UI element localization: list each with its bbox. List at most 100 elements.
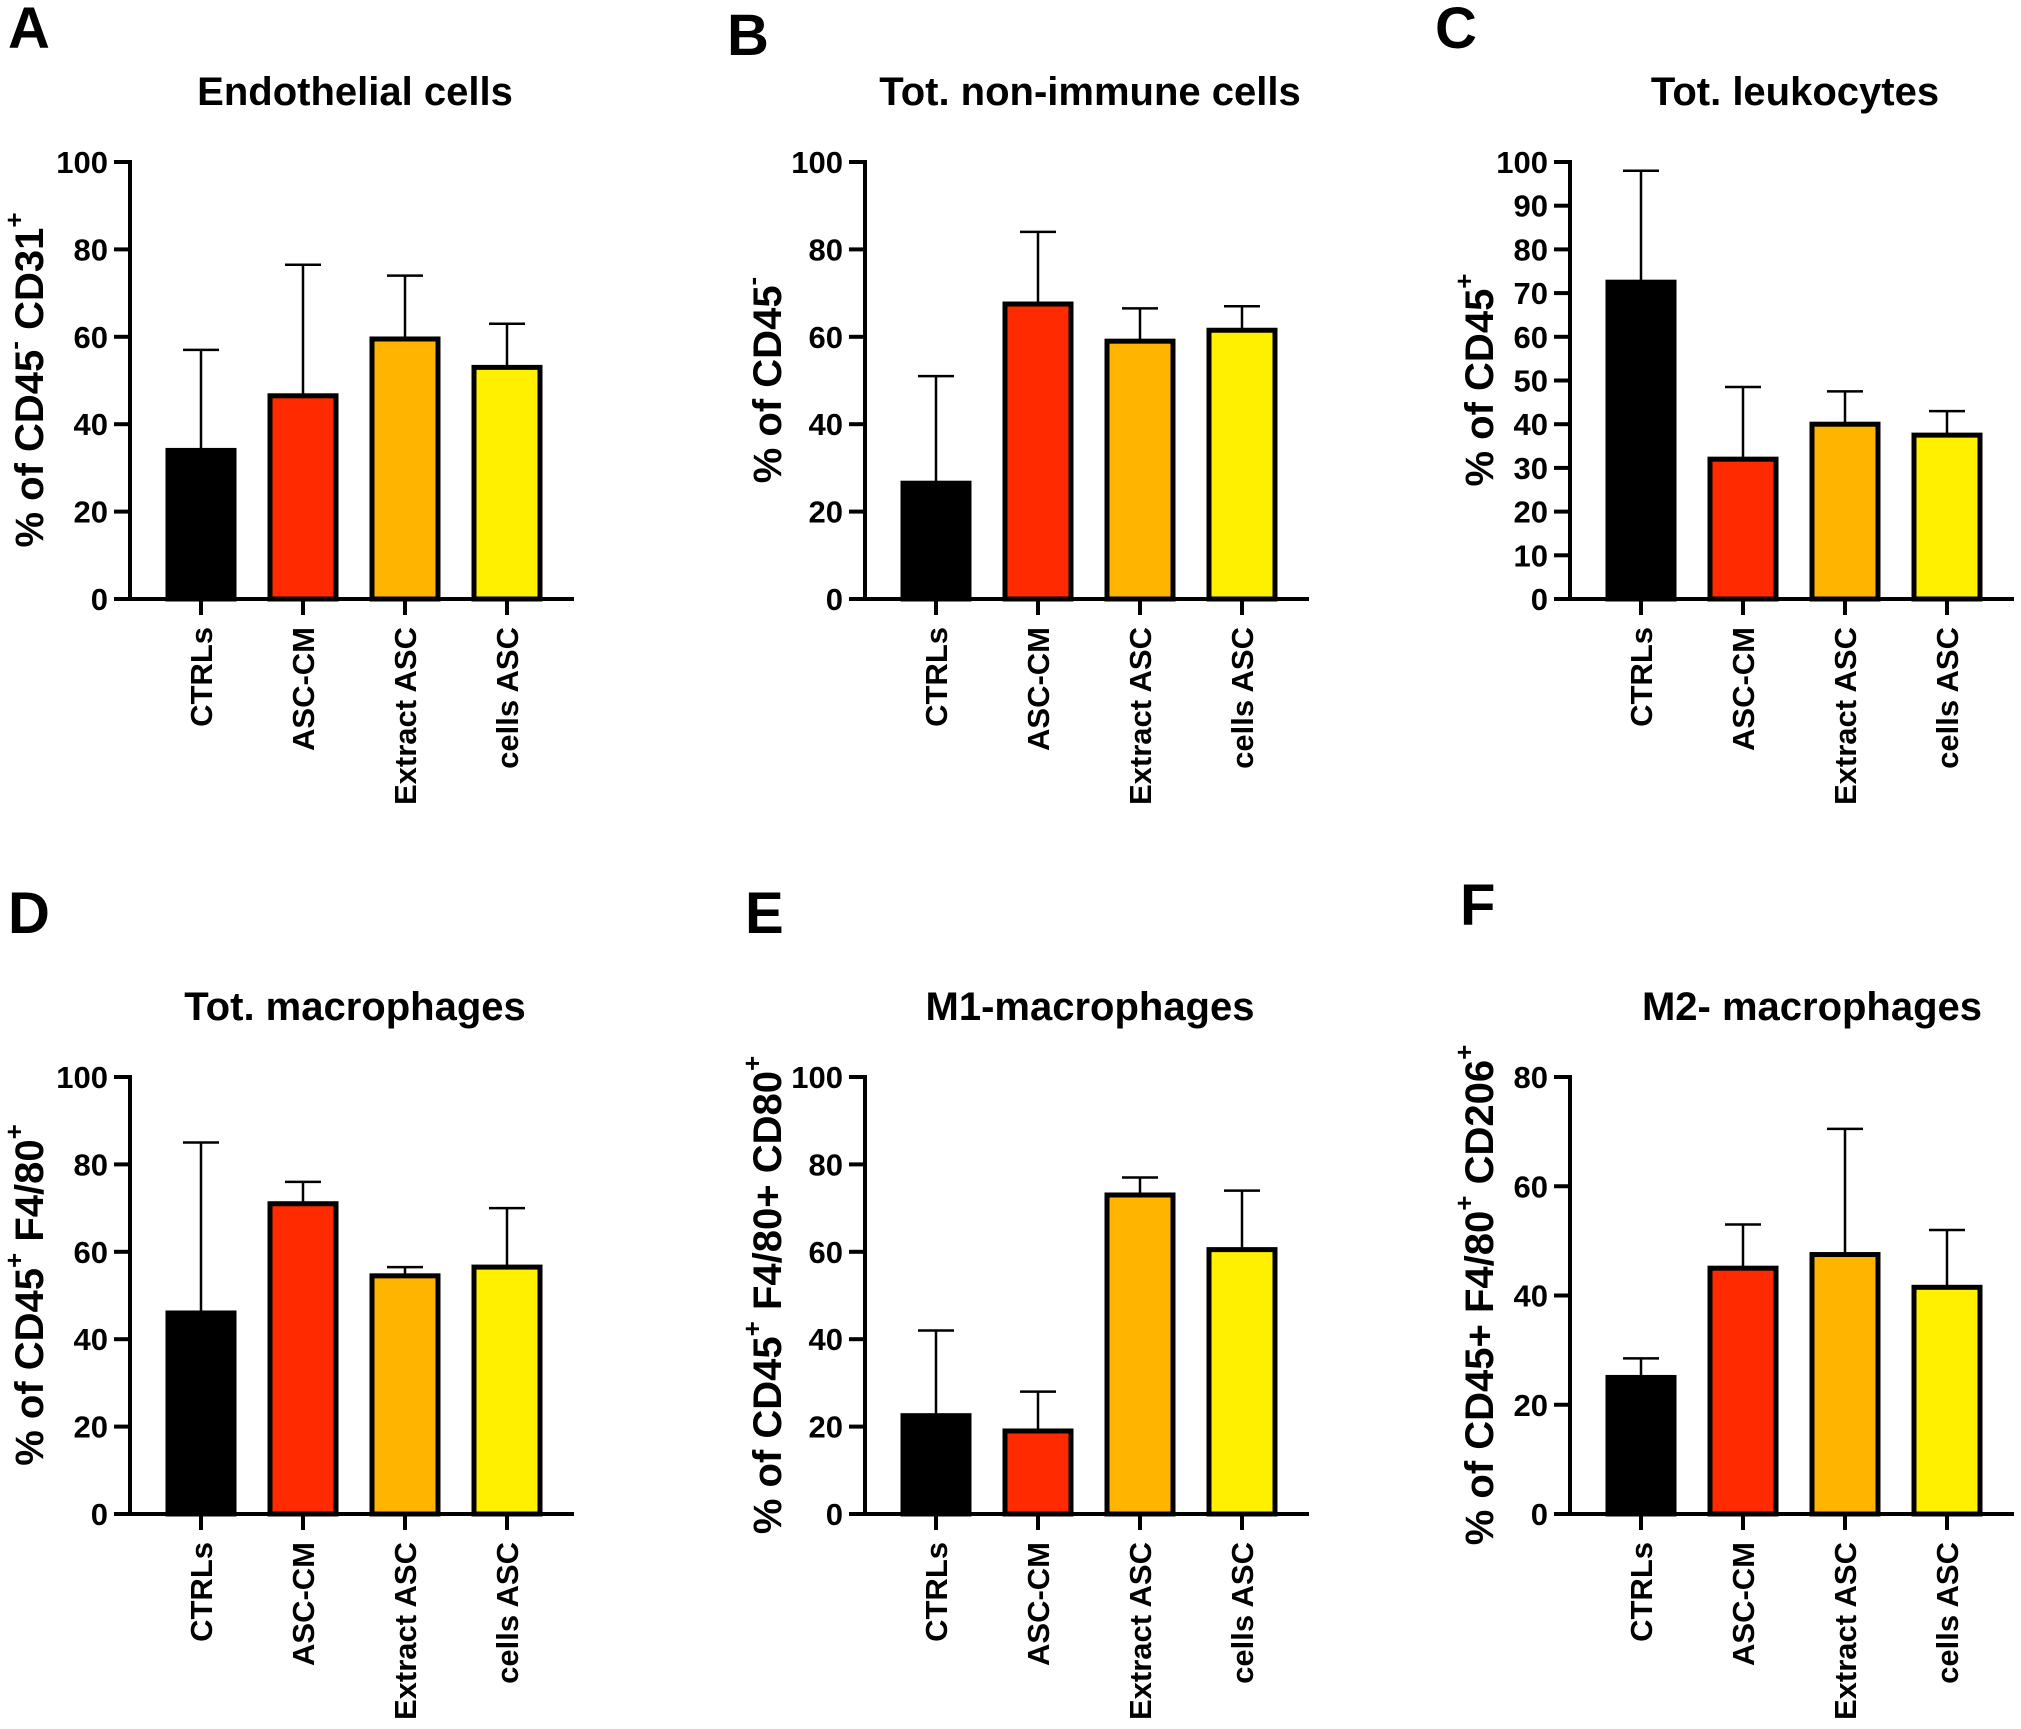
- bar-cells-asc: [1206, 327, 1278, 602]
- y-axis-label: % of CD45+ F4/80+ CD206+: [1449, 1045, 1502, 1546]
- panel-f: F M2- macrophages 0 20 40 60 80 CTRLs ASC-CM Extr…: [1449, 873, 2014, 1720]
- category-label: Extract ASC: [388, 1542, 423, 1720]
- category-label: ASC-CM: [1021, 627, 1056, 751]
- bar-extract-asc: [1809, 421, 1881, 602]
- y-tick-label: 100: [791, 1060, 843, 1095]
- category-label: Extract ASC: [1123, 627, 1158, 805]
- y-tick-label: 60: [809, 320, 843, 355]
- y-tick-label: 20: [74, 1410, 108, 1445]
- y-axis-label: % of CD45+ F4/80+ CD80+: [737, 1056, 790, 1534]
- y-tick-label: 80: [1514, 232, 1548, 267]
- category-label: cells ASC: [1225, 627, 1260, 769]
- category-label: CTRLs: [184, 627, 219, 727]
- y-tick-label: 0: [1531, 582, 1548, 617]
- y-tick-label: 40: [1514, 1279, 1548, 1314]
- chart-title: Tot. non-immune cells: [879, 70, 1301, 114]
- category-label: CTRLs: [919, 627, 954, 727]
- y-axis-label: % of CD45+: [1449, 274, 1502, 487]
- category-label: Extract ASC: [1123, 1542, 1158, 1720]
- bar-ctrls: [1605, 1374, 1677, 1517]
- bar-ctrls: [1605, 279, 1677, 602]
- panel-letter: A: [8, 0, 50, 61]
- y-tick-label: 60: [1514, 1169, 1548, 1204]
- bar-cells-asc: [1911, 1284, 1983, 1517]
- panel-a: A Endothelial cells 0 20 40 60 80 100 CTRLs ASC-C…: [0, 0, 574, 805]
- category-label: cells ASC: [1930, 1542, 1965, 1684]
- chart-title: Tot. macrophages: [184, 985, 526, 1029]
- chart-title: Endothelial cells: [197, 70, 513, 114]
- bar-extract-asc: [369, 1273, 441, 1517]
- category-label: ASC-CM: [1726, 1542, 1761, 1666]
- bar-ctrls: [900, 480, 972, 602]
- y-tick-label: 100: [56, 145, 108, 180]
- y-tick-label: 0: [826, 582, 843, 617]
- y-tick-label: 100: [56, 1060, 108, 1095]
- y-tick-label: 60: [74, 1235, 108, 1270]
- bar-extract-asc: [1809, 1252, 1881, 1517]
- y-tick-label: 20: [1514, 1388, 1548, 1423]
- bar-asc-cm: [1002, 301, 1074, 602]
- category-label: ASC-CM: [1021, 1542, 1056, 1666]
- y-tick-label: 20: [1514, 495, 1548, 530]
- y-tick-label: 80: [74, 232, 108, 267]
- category-label: Extract ASC: [1828, 627, 1863, 805]
- y-tick-label: 80: [1514, 1060, 1548, 1095]
- y-tick-label: 40: [1514, 407, 1548, 442]
- panel-letter: F: [1460, 873, 1495, 938]
- y-tick-label: 60: [74, 320, 108, 355]
- category-label: Extract ASC: [1828, 1542, 1863, 1720]
- panel-e: E M1-macrophages 0 20 40 60 80 100 CTRLs ASC-CM Ex…: [737, 881, 1309, 1720]
- chart-title: M2- macrophages: [1642, 985, 1982, 1029]
- bar-cells-asc: [471, 1264, 543, 1517]
- bar-asc-cm: [267, 1201, 339, 1517]
- bar-cells-asc: [1911, 432, 1983, 602]
- chart-title: Tot. leukocytes: [1651, 70, 1939, 114]
- y-axis-label: % of CD45-: [737, 277, 790, 483]
- y-tick-label: 40: [809, 407, 843, 442]
- y-tick-label: 100: [791, 145, 843, 180]
- y-tick-label: 100: [1496, 145, 1548, 180]
- y-tick-label: 20: [74, 495, 108, 530]
- bar-ctrls: [900, 1413, 972, 1517]
- category-label: ASC-CM: [286, 627, 321, 751]
- bar-extract-asc: [1104, 1192, 1176, 1517]
- y-tick-label: 40: [809, 1322, 843, 1357]
- category-label: cells ASC: [1930, 627, 1965, 769]
- category-label: cells ASC: [490, 1542, 525, 1684]
- category-label: CTRLs: [1624, 1542, 1659, 1642]
- category-label: cells ASC: [490, 627, 525, 769]
- bar-asc-cm: [1707, 1265, 1779, 1517]
- y-axis-label: % of CD45+ F4/80+: [0, 1124, 52, 1466]
- bar-extract-asc: [369, 336, 441, 602]
- category-label: cells ASC: [1225, 1542, 1260, 1684]
- y-axis-label: % of CD45- CD31+: [0, 212, 52, 547]
- bar-cells-asc: [471, 364, 543, 602]
- panel-letter: E: [745, 881, 784, 946]
- bar-extract-asc: [1104, 338, 1176, 602]
- y-tick-label: 60: [1514, 320, 1548, 355]
- category-label: CTRLs: [184, 1542, 219, 1642]
- panel-b: B Tot. non-immune cells 0 20 40 60 80 100 CTRLs A…: [727, 3, 1309, 805]
- y-tick-label: 80: [809, 1147, 843, 1182]
- bar-asc-cm: [267, 393, 339, 602]
- y-tick-label: 0: [1531, 1497, 1548, 1532]
- y-tick-label: 40: [74, 407, 108, 442]
- y-tick-label: 0: [91, 1497, 108, 1532]
- y-tick-label: 0: [826, 1497, 843, 1532]
- panel-c: C Tot. leukocytes 0 10 20 30 40 50 60 70 80 90 100 CT…: [1435, 0, 2014, 805]
- panel-letter: B: [727, 3, 769, 68]
- panel-letter: D: [8, 881, 50, 946]
- category-label: ASC-CM: [1726, 627, 1761, 751]
- y-tick-label: 20: [809, 1410, 843, 1445]
- y-tick-label: 90: [1514, 189, 1548, 224]
- chart-title: M1-macrophages: [926, 985, 1255, 1029]
- y-tick-label: 80: [809, 232, 843, 267]
- category-label: CTRLs: [1624, 627, 1659, 727]
- bar-asc-cm: [1707, 456, 1779, 602]
- bar-ctrls: [165, 1310, 237, 1517]
- bar-asc-cm: [1002, 1428, 1074, 1517]
- y-tick-label: 0: [91, 582, 108, 617]
- panel-d: D Tot. macrophages 0 20 40 60 80 100 CTRLs ASC-CM…: [0, 881, 574, 1720]
- category-label: CTRLs: [919, 1542, 954, 1642]
